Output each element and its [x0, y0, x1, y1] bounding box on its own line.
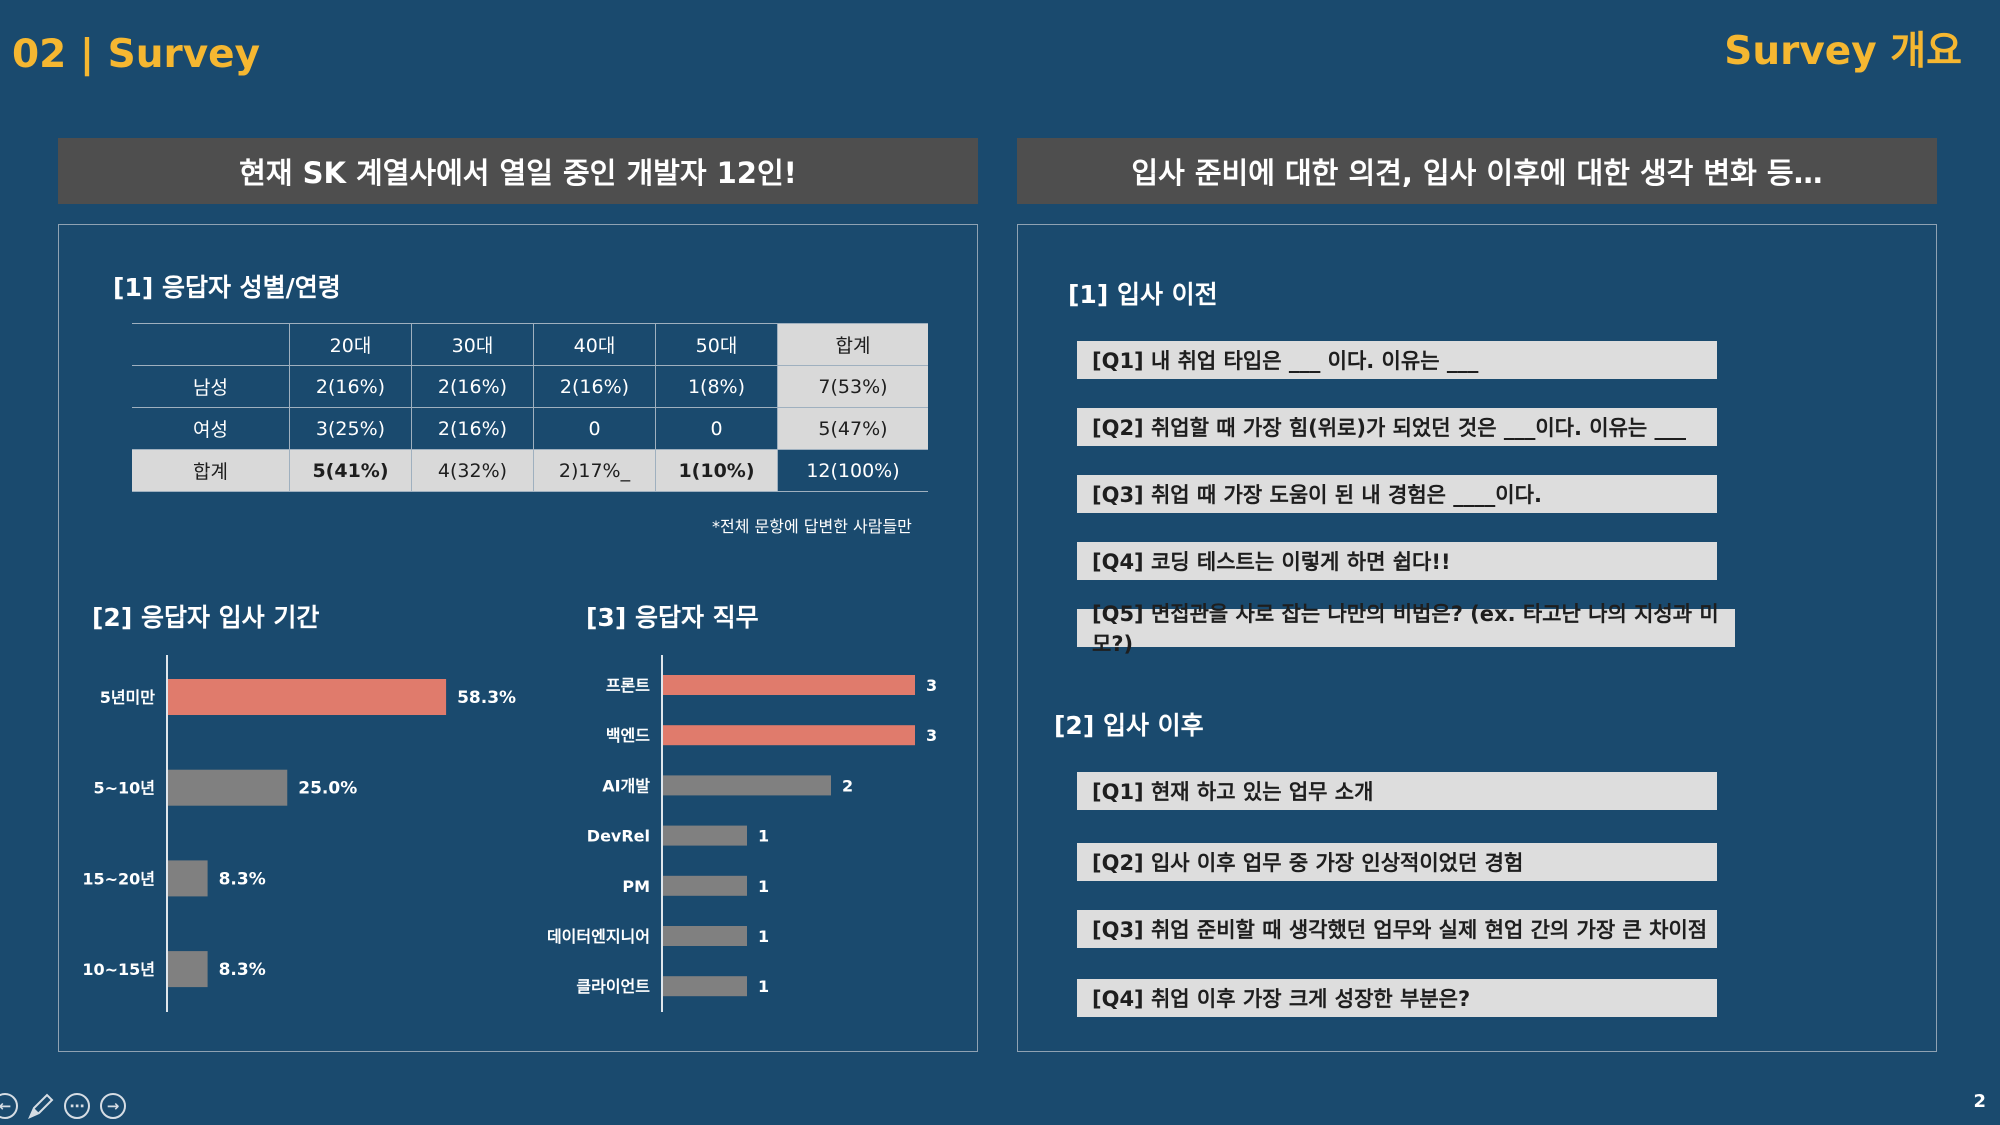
pen-icon[interactable] — [26, 1091, 56, 1121]
table-cell: 4(32%) — [411, 449, 534, 492]
question-box: [Q3] 취업 때 가장 도움이 된 내 경험은 ____이다. — [1077, 475, 1717, 513]
chart-bar — [663, 926, 747, 946]
table-header-cell: 30대 — [411, 323, 534, 366]
chart-bar — [168, 769, 288, 806]
chart-category-label: 데이터엔지니어 — [547, 927, 650, 946]
chart-category-label: AI개발 — [602, 776, 650, 795]
table-cell — [132, 323, 290, 366]
chart-value-label: 2 — [842, 776, 853, 795]
question-box: [Q2] 취업할 때 가장 힘(위로)가 되었던 것은 ___이다. 이유는 _… — [1077, 408, 1717, 446]
left-banner: 현재 SK 계열사에서 열일 중인 개발자 12인! — [58, 138, 978, 204]
slide-title: Survey 개요 — [1724, 29, 1962, 74]
table-cell: 3(25%) — [289, 407, 412, 450]
page-number: 2 — [1973, 1091, 1986, 1112]
chart-category-label: 5년미만 — [100, 688, 156, 707]
chart-bar — [168, 951, 208, 988]
table-cell: 2(16%) — [533, 365, 656, 408]
demographics-heading: [1] 응답자 성별/연령 — [113, 273, 341, 302]
chart-bar — [663, 825, 747, 846]
question-box: [Q4] 취업 이후 가장 크게 성장한 부분은? — [1077, 979, 1717, 1017]
table-cell: 1(10%) — [655, 449, 778, 492]
chart-category-label: 클라이언트 — [576, 977, 650, 996]
chart-value-label: 1 — [758, 927, 769, 946]
role-chart: 프론트 3 백엔드 3 AI개발 2 DevRel 1 PM 1 데이터엔지니어 1 클라이언트 1 — [547, 655, 937, 1012]
back-arrow-icon[interactable]: ← — [0, 1093, 18, 1119]
chart-bar — [663, 725, 915, 746]
chart-value-label: 8.3% — [219, 869, 266, 889]
table-row-label: 남성 — [132, 365, 290, 408]
table-header-cell: 40대 — [533, 323, 656, 366]
chart-bar — [663, 875, 747, 896]
chart-bar — [663, 675, 915, 695]
section-label: 02 | Survey — [12, 32, 261, 77]
question-box: [Q1] 현재 하고 있는 업무 소개 — [1077, 772, 1717, 810]
chart-value-label: 1 — [758, 877, 769, 896]
table-note: *전체 문항에 답변한 사람들만 — [712, 517, 912, 536]
chart-category-label: 15~20년 — [82, 869, 155, 888]
question-box: [Q1] 내 취업 타입은 ___ 이다. 이유는 ___ — [1077, 341, 1717, 379]
table-row: 합계 5(41%) 4(32%) 2)17%_ 1(10%) 12(100%) — [132, 449, 928, 492]
table-row: 여성 3(25%) 2(16%) 0 0 5(47%) — [132, 407, 928, 450]
right-panel — [1017, 224, 1937, 1052]
tenure-chart-title: [2] 응답자 입사 기간 — [92, 603, 320, 632]
demographics-table: 20대 30대 40대 50대 합계 남성 2(16%) 2(16%) 2(16… — [132, 323, 928, 492]
table-cell: 1(8%) — [655, 365, 778, 408]
chart-bar — [168, 860, 208, 897]
table-cell: 12(100%) — [777, 449, 928, 492]
table-row-label: 합계 — [132, 449, 290, 492]
more-icon[interactable]: ⋯ — [64, 1093, 90, 1119]
tenure-chart: 5년미만 58.3% 5~10년 25.0% 15~20년 8.3% 10~15년 8.3% — [82, 655, 516, 1012]
table-header-cell: 20대 — [289, 323, 412, 366]
table-header-cell: 50대 — [655, 323, 778, 366]
right-banner: 입사 준비에 대한 의견, 입사 이후에 대한 생각 변화 등… — [1017, 138, 1937, 204]
before-heading: [1] 입사 이전 — [1068, 280, 1218, 309]
table-cell: 2(16%) — [289, 365, 412, 408]
table-cell: 0 — [655, 407, 778, 450]
question-box: [Q4] 코딩 테스트는 이렇게 하면 쉽다!! — [1077, 542, 1717, 580]
role-chart-title: [3] 응답자 직무 — [586, 603, 759, 632]
table-cell: 2(16%) — [411, 407, 534, 450]
table-cell: 0 — [533, 407, 656, 450]
chart-value-label: 3 — [926, 726, 937, 745]
chart-category-label: PM — [622, 877, 650, 896]
chart-category-label: 10~15년 — [82, 960, 155, 979]
chart-value-label: 8.3% — [219, 960, 266, 980]
table-cell: 5(47%) — [777, 407, 928, 450]
table-cell: 2(16%) — [411, 365, 534, 408]
table-cell: 7(53%) — [777, 365, 928, 408]
question-box: [Q3] 취업 준비할 때 생각했던 업무와 실제 현업 간의 가장 큰 차이점 — [1077, 910, 1717, 948]
chart-bar — [663, 775, 831, 796]
question-box: [Q2] 입사 이후 업무 중 가장 인상적이었던 경험 — [1077, 843, 1717, 881]
left-panel — [58, 224, 978, 1052]
table-cell: 2)17%_ — [533, 449, 656, 492]
question-box: [Q5] 면접관을 사로 잡는 나만의 비법은? (ex. 타고난 나의 지성과… — [1077, 602, 1735, 656]
table-cell: 5(41%) — [289, 449, 412, 492]
chart-category-label: 백엔드 — [606, 726, 650, 745]
chart-value-label: 1 — [758, 977, 769, 996]
chart-category-label: 5~10년 — [93, 779, 155, 798]
table-row: 남성 2(16%) 2(16%) 2(16%) 1(8%) 7(53%) — [132, 365, 928, 408]
table-header-row: 20대 30대 40대 50대 합계 — [132, 323, 928, 366]
forward-arrow-icon[interactable]: → — [100, 1093, 126, 1119]
chart-value-label: 1 — [758, 827, 769, 846]
chart-category-label: 프론트 — [606, 676, 650, 695]
chart-category-label: DevRel — [587, 827, 650, 846]
chart-bar — [168, 679, 447, 715]
table-row-label: 여성 — [132, 407, 290, 450]
chart-value-label: 25.0% — [298, 779, 357, 799]
chart-bar — [663, 976, 747, 997]
chart-value-label: 3 — [926, 676, 937, 695]
table-header-cell: 합계 — [777, 323, 928, 366]
after-heading: [2] 입사 이후 — [1054, 711, 1204, 740]
chart-value-label: 58.3% — [457, 688, 516, 708]
